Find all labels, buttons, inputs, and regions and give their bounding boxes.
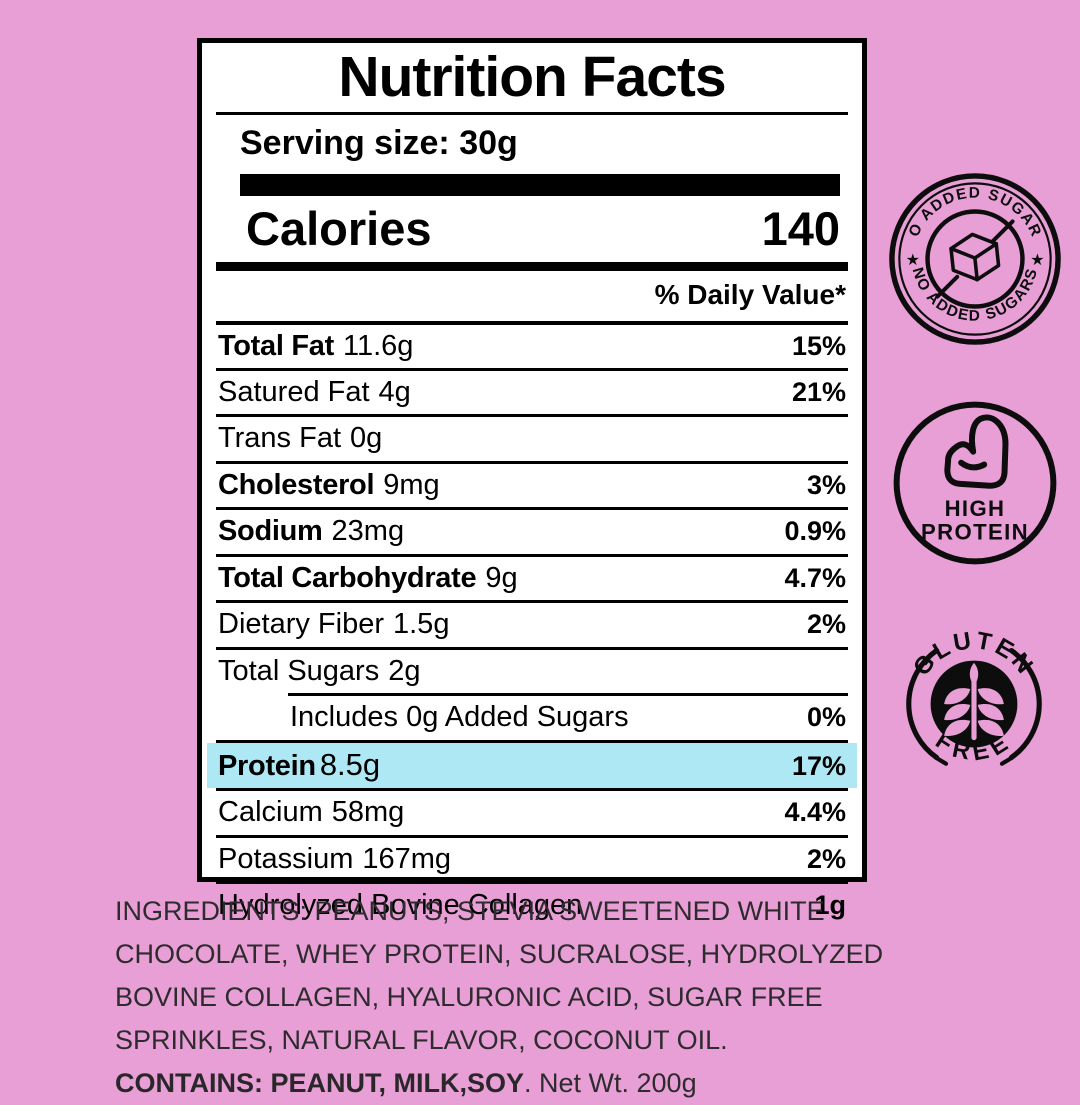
nutrient-amount: 2g [388,654,421,687]
nutrient-name: Includes 0g Added Sugars [290,701,629,734]
nutrient-dv: 2% [806,609,846,640]
nutrient-row-potassium: Potassium 167mg 2% [216,838,848,881]
daily-value-header: % Daily Value* [654,278,846,310]
nutrient-row-trans-fat: Trans Fat 0g [216,417,848,460]
wheat-icon [944,662,1004,741]
nutrient-amount: 167mg [362,842,452,875]
nutrient-amount: 11.6g [342,329,414,362]
nutrient-name: Trans Fat [218,422,342,455]
nutrient-dv: 21% [791,377,846,407]
nutrient-dv: 15% [791,330,846,361]
nutrient-amount: 1.5g [393,608,450,641]
divider [216,646,848,650]
serving-size: Serving size: 30g [240,124,518,162]
divider [216,600,848,604]
nutrient-dv: 0.9% [784,516,846,547]
divider [216,507,848,511]
nutrient-amount: 4g [378,376,411,408]
nutrient-amount: 23mg [331,515,405,548]
nutrient-dv: 4.4% [784,797,846,828]
nutrient-name: Satured Fat [218,376,370,408]
divider [216,368,848,371]
divider [216,261,848,271]
nutrient-name: Cholesterol [218,468,375,501]
label-title: Nutrition Facts [338,45,726,109]
divider [216,320,848,325]
divider [216,414,848,418]
footer-text: INGREDIENTS: PEANUTS, STEVIA SWEETENED W… [115,890,977,1105]
contains-text: CONTAINS: PEANUT, MILK,SOY. Net Wt. 200g [115,1062,977,1105]
no-added-sugars-badge: NO ADDED SUGARS NO ADDED SUGARS ★ ★ [886,170,1061,345]
nutrient-row-protein: Protein 8.5g 17% [207,742,857,789]
badge-arcs [906,647,1042,766]
divider [216,881,848,885]
nutrient-name: Total Carbohydrate [218,561,477,594]
stamp-inner-ring [898,182,1052,336]
nutrient-name: Calcium [218,796,323,829]
divider-indented [288,693,848,697]
nutrition-facts-label: Nutrition Facts Serving size: 30g Calori… [197,38,867,921]
divider [216,460,848,464]
calories-row: Calories 140 [216,196,848,261]
high-protein-badge: HIGH PROTEIN [893,401,1057,565]
divider [216,788,848,792]
badge-ring [893,401,1057,565]
nutrient-amount: 58mg [331,796,405,829]
nutrient-row-added-sugars: Includes 0g Added Sugars 0% [216,696,848,739]
gluten-free-badge: GLUTEN FREE [906,627,1042,767]
thick-divider-bar [240,174,840,197]
nutrient-row-calcium: Calcium 58mg 4.4% [216,791,848,834]
slash-line [935,219,1015,299]
nutrient-name: Protein [218,749,316,782]
nutrient-row-total-sugars: Total Sugars 2g [216,650,848,693]
nutrient-dv: 0% [806,702,846,733]
nutrient-name: Sodium [218,515,323,548]
nutrient-name: Total Sugars [218,654,380,687]
flexed-arm-icon [944,414,1009,489]
stamp-center-ring [925,209,1025,309]
nutrient-dv: 1g [814,890,846,921]
nutrient-dv: 4.7% [784,562,846,593]
divider [216,112,848,115]
star-icon: ★ [906,252,920,269]
nutrient-dv: 17% [791,750,846,781]
nutrient-amount: 8.5g [319,746,381,782]
nutrient-row-saturated-fat: Satured Fat 4g 21% [216,371,848,414]
stamp-outer-ring [889,173,1061,345]
nutrient-amount: 9g [485,561,518,594]
nutrient-dv: 3% [806,469,846,500]
calories-value: 140 [761,202,840,256]
star-icon: ★ [1030,252,1044,269]
divider [216,739,848,743]
nutrient-row-collagen: Hydrolyzed Bovine Collagen 1g [216,884,848,927]
nutrient-name: Dietary Fiber [218,608,384,641]
nutrient-amount: 9mg [383,468,440,501]
ingredients-text: INGREDIENTS: PEANUTS, STEVIA SWEETENED W… [115,896,884,1055]
nutrient-row-sodium: Sodium 23mg 0.9% [216,510,848,553]
nutrient-amount: 0g [350,422,383,455]
divider [216,834,848,838]
sugar-cube-icon [949,232,1001,282]
nutrient-row-total-carbohydrate: Total Carbohydrate 9g 4.7% [216,557,848,600]
nutrient-row-total-fat: Total Fat 11.6g 15% [216,325,848,368]
high-protein-line1: HIGH [945,496,1006,521]
net-weight: . Net Wt. 200g [524,1068,697,1098]
divider [216,553,848,557]
nutrient-name: Hydrolyzed Bovine Collagen [218,889,583,922]
nutrient-dv: 2% [806,843,846,874]
high-protein-line2: PROTEIN [921,519,1029,544]
nutrient-row-cholesterol: Cholesterol 9mg 3% [216,464,848,507]
nutrient-name: Potassium [218,842,354,875]
nutrient-name: Total Fat [218,329,334,362]
nutrient-row-dietary-fiber: Dietary Fiber 1.5g 2% [216,603,848,646]
contains-bold: CONTAINS: PEANUT, MILK,SOY [115,1068,525,1098]
calories-label: Calories [246,202,432,256]
